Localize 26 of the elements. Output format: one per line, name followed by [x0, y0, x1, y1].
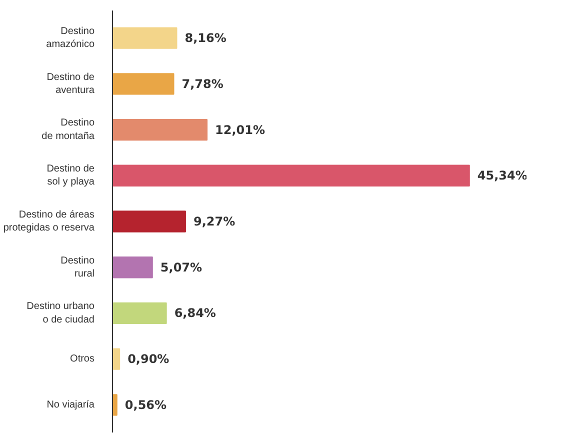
y-tick-label: Destino rural: [60, 255, 95, 280]
data-label: 7,78%: [182, 76, 224, 91]
data-label: 0,56%: [124, 398, 167, 412]
y-tick-label: Otros: [70, 354, 95, 365]
bar: [112, 256, 153, 278]
data-label: 0,90%: [128, 352, 170, 366]
bar: [112, 348, 120, 370]
y-tick-label: Destino de áreas protegidas o reserva: [3, 209, 95, 234]
bar: [112, 210, 186, 232]
data-label: 6,84%: [174, 306, 216, 320]
y-tick-label: Destino de montaña: [42, 118, 95, 142]
y-tick-label: Destino de sol y playa: [46, 164, 95, 188]
y-tick-label: Destino urbano o de ciudad: [26, 301, 95, 326]
y-tick-label: Destino amazónico: [46, 26, 95, 50]
data-label: 12,01%: [215, 122, 266, 137]
bar: [112, 394, 118, 416]
bar: [112, 73, 174, 95]
bar: [112, 118, 208, 141]
y-tick-label: Destino de aventura: [46, 72, 95, 96]
data-label: 9,27%: [193, 214, 236, 228]
data-label: 8,16%: [184, 31, 226, 46]
bar: [112, 164, 470, 186]
y-tick-label: No viajaría: [46, 399, 95, 410]
bar: [112, 302, 167, 324]
bar: [112, 27, 178, 49]
data-label: 5,07%: [160, 260, 202, 274]
